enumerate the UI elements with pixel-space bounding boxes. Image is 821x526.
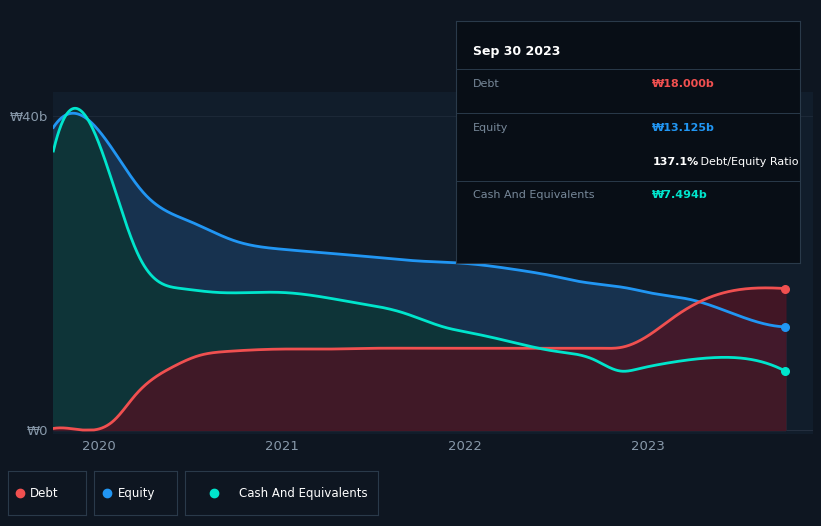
Text: Equity: Equity <box>473 123 508 133</box>
Point <box>779 322 792 331</box>
Text: Debt/Equity Ratio: Debt/Equity Ratio <box>697 157 799 167</box>
Text: ₩18.000b: ₩18.000b <box>652 79 715 89</box>
Text: Equity: Equity <box>117 487 155 500</box>
Text: Cash And Equivalents: Cash And Equivalents <box>239 487 367 500</box>
Text: Debt: Debt <box>30 487 58 500</box>
Text: Debt: Debt <box>473 79 500 89</box>
Text: Cash And Equivalents: Cash And Equivalents <box>473 190 594 200</box>
Text: Sep 30 2023: Sep 30 2023 <box>473 45 560 58</box>
Point <box>779 367 792 376</box>
Text: ₩13.125b: ₩13.125b <box>652 123 715 133</box>
Text: ₩7.494b: ₩7.494b <box>652 190 708 200</box>
Point <box>779 285 792 293</box>
Text: 137.1%: 137.1% <box>652 157 699 167</box>
